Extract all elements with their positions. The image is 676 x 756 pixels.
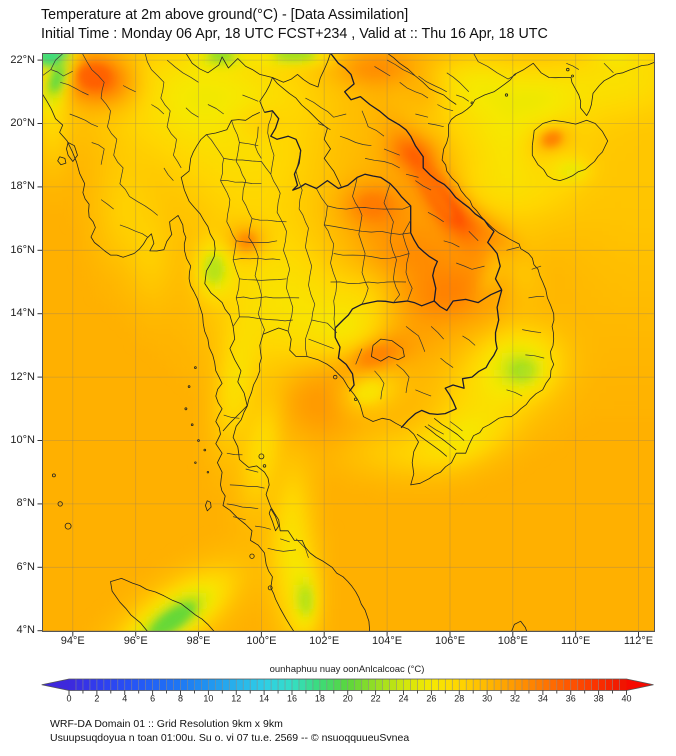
svg-text:20: 20 xyxy=(343,694,353,704)
svg-text:38: 38 xyxy=(594,694,604,704)
svg-text:30: 30 xyxy=(482,694,492,704)
svg-text:6: 6 xyxy=(150,694,155,704)
svg-text:34: 34 xyxy=(538,694,548,704)
svg-text:10: 10 xyxy=(203,694,213,704)
svg-text:32: 32 xyxy=(510,694,520,704)
svg-text:28: 28 xyxy=(454,694,464,704)
svg-text:4: 4 xyxy=(122,694,127,704)
svg-text:14: 14 xyxy=(259,694,269,704)
svg-text:16: 16 xyxy=(287,694,297,704)
svg-text:18: 18 xyxy=(315,694,325,704)
svg-text:12: 12 xyxy=(231,694,241,704)
svg-text:0: 0 xyxy=(66,694,71,704)
svg-text:2: 2 xyxy=(94,694,99,704)
svg-text:36: 36 xyxy=(566,694,576,704)
svg-text:24: 24 xyxy=(398,694,408,704)
svg-text:22: 22 xyxy=(371,694,381,704)
svg-text:8: 8 xyxy=(178,694,183,704)
svg-text:26: 26 xyxy=(426,694,436,704)
svg-text:40: 40 xyxy=(621,694,631,704)
